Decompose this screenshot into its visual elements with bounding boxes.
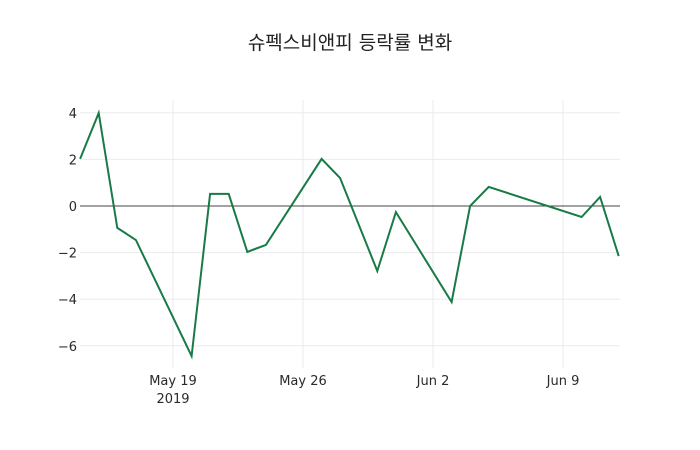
- x-tick-year-label: 2019: [156, 392, 189, 407]
- x-tick-label: May 19: [149, 374, 197, 389]
- series-line: [79, 109, 620, 360]
- y-tick-label: 2: [69, 153, 77, 168]
- x-tick-label: Jun 9: [546, 374, 580, 389]
- y-axis-ticks: 4 2 0 −2 −4 −6: [58, 107, 77, 355]
- y-tick-label: −2: [58, 247, 77, 262]
- y-tick-label: 0: [69, 200, 77, 215]
- y-tick-label: 4: [69, 107, 77, 122]
- grid-lines: [80, 100, 620, 368]
- x-tick-label: Jun 2: [416, 374, 450, 389]
- y-tick-label: −6: [58, 340, 77, 355]
- x-axis-ticks: May 19 2019 May 26 Jun 2 Jun 9: [149, 374, 579, 407]
- chart-title: 슈펙스비앤피 등락률 변화: [247, 32, 453, 54]
- x-tick-label: May 26: [279, 374, 327, 389]
- y-tick-label: −4: [58, 293, 77, 308]
